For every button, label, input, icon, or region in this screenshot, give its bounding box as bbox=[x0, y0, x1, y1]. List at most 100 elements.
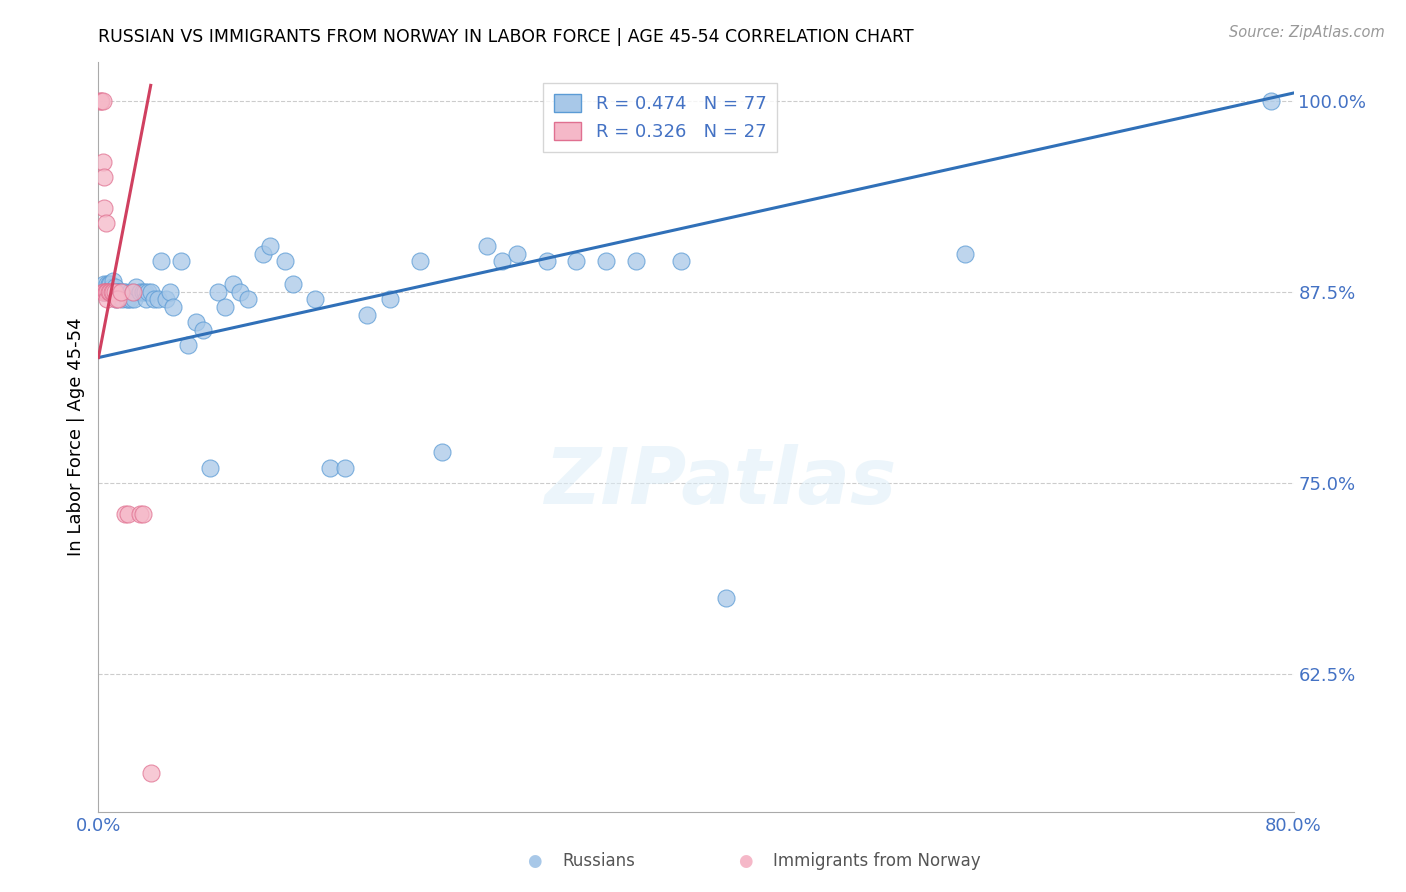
Point bbox=[117, 293, 139, 307]
Point bbox=[101, 285, 124, 299]
Point bbox=[93, 285, 115, 299]
Point bbox=[139, 766, 162, 780]
Point bbox=[107, 293, 129, 307]
Point bbox=[207, 285, 229, 299]
Point bbox=[565, 254, 588, 268]
Point bbox=[115, 293, 138, 307]
Point bbox=[274, 254, 297, 268]
Point bbox=[142, 293, 165, 307]
Point bbox=[159, 285, 181, 299]
Point bbox=[134, 285, 156, 299]
Point bbox=[97, 285, 120, 299]
Point bbox=[90, 94, 112, 108]
Text: Russians: Russians bbox=[562, 852, 636, 870]
Point bbox=[229, 285, 252, 299]
Point bbox=[96, 293, 118, 307]
Point bbox=[177, 338, 200, 352]
Point bbox=[96, 285, 118, 299]
Text: ●: ● bbox=[527, 852, 541, 870]
Point bbox=[93, 285, 115, 299]
Point bbox=[356, 308, 378, 322]
Point bbox=[112, 285, 135, 299]
Y-axis label: In Labor Force | Age 45-54: In Labor Force | Age 45-54 bbox=[66, 318, 84, 557]
Point bbox=[107, 285, 129, 299]
Point bbox=[252, 246, 274, 260]
Text: RUSSIAN VS IMMIGRANTS FROM NORWAY IN LABOR FORCE | AGE 45-54 CORRELATION CHART: RUSSIAN VS IMMIGRANTS FROM NORWAY IN LAB… bbox=[98, 28, 914, 45]
Point bbox=[110, 285, 132, 299]
Point bbox=[101, 285, 124, 299]
Point bbox=[94, 285, 117, 299]
Point bbox=[111, 293, 134, 307]
Point bbox=[96, 277, 118, 292]
Point bbox=[121, 285, 143, 299]
Point bbox=[104, 285, 127, 299]
Point bbox=[304, 293, 326, 307]
Point bbox=[98, 285, 122, 299]
Point bbox=[136, 285, 159, 299]
Point bbox=[96, 285, 118, 299]
Point bbox=[506, 246, 529, 260]
Point bbox=[191, 323, 214, 337]
Point bbox=[94, 216, 117, 230]
Point bbox=[222, 277, 245, 292]
Point bbox=[91, 94, 114, 108]
Point bbox=[333, 460, 356, 475]
Point bbox=[148, 293, 170, 307]
Text: ●: ● bbox=[738, 852, 752, 870]
Point bbox=[93, 277, 115, 292]
Point bbox=[408, 254, 430, 268]
Point bbox=[117, 507, 139, 521]
Point bbox=[378, 293, 401, 307]
Point bbox=[125, 280, 148, 294]
Point bbox=[120, 293, 142, 307]
Point bbox=[236, 293, 259, 307]
Point bbox=[169, 254, 191, 268]
Point bbox=[94, 285, 117, 299]
Point bbox=[103, 274, 125, 288]
Point bbox=[491, 254, 513, 268]
Point bbox=[91, 285, 114, 299]
Point bbox=[714, 591, 737, 605]
Point bbox=[114, 507, 136, 521]
Point bbox=[98, 277, 122, 292]
Point bbox=[94, 285, 117, 299]
Point bbox=[105, 293, 128, 307]
Point bbox=[103, 285, 125, 299]
Point bbox=[1260, 94, 1282, 108]
Point bbox=[93, 201, 115, 215]
Point bbox=[118, 285, 141, 299]
Point bbox=[103, 285, 125, 299]
Point bbox=[319, 460, 342, 475]
Point bbox=[129, 285, 152, 299]
Point bbox=[475, 239, 498, 253]
Point bbox=[155, 293, 177, 307]
Point bbox=[93, 170, 115, 185]
Point bbox=[150, 254, 173, 268]
Point bbox=[953, 246, 976, 260]
Point bbox=[129, 507, 152, 521]
Text: Source: ZipAtlas.com: Source: ZipAtlas.com bbox=[1229, 25, 1385, 40]
Legend: R = 0.474   N = 77, R = 0.326   N = 27: R = 0.474 N = 77, R = 0.326 N = 27 bbox=[543, 83, 778, 153]
Point bbox=[132, 285, 155, 299]
Point bbox=[132, 507, 155, 521]
Point bbox=[108, 285, 131, 299]
Point bbox=[595, 254, 617, 268]
Point bbox=[162, 300, 184, 314]
Point bbox=[97, 285, 120, 299]
Point bbox=[104, 285, 127, 299]
Point bbox=[105, 293, 128, 307]
Text: ZIPatlas: ZIPatlas bbox=[544, 444, 896, 520]
Point bbox=[200, 460, 222, 475]
Point bbox=[626, 254, 648, 268]
Point bbox=[104, 280, 127, 294]
Point bbox=[91, 285, 114, 299]
Point bbox=[214, 300, 236, 314]
Point bbox=[139, 285, 162, 299]
Point bbox=[98, 285, 122, 299]
Point bbox=[105, 285, 128, 299]
Point bbox=[669, 254, 692, 268]
Point bbox=[135, 293, 157, 307]
Point bbox=[114, 285, 136, 299]
Point bbox=[91, 154, 114, 169]
Point bbox=[97, 277, 120, 292]
